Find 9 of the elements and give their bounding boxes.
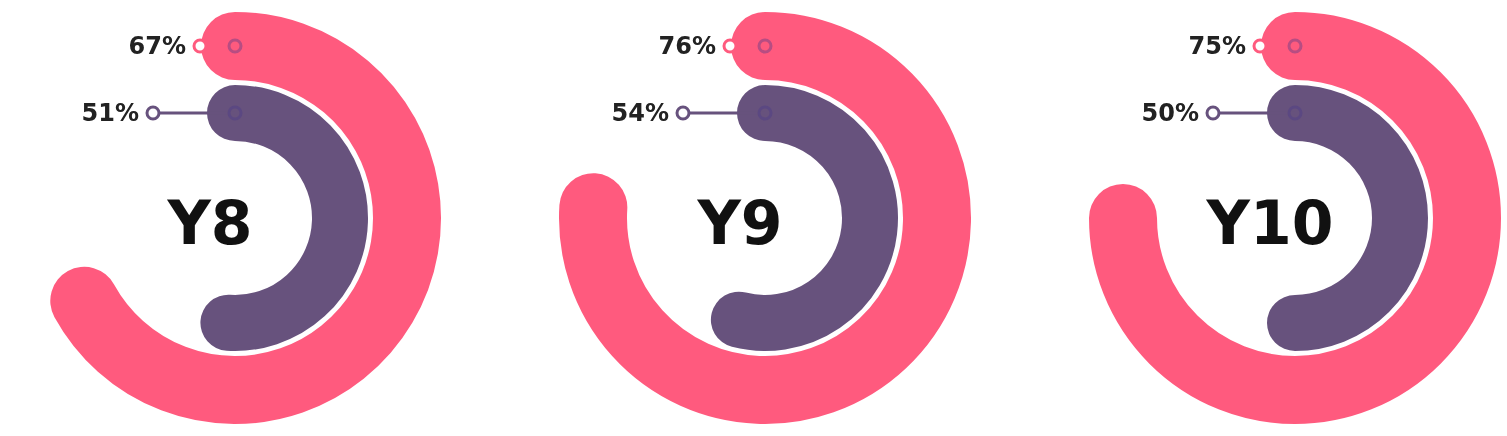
data-label: 67% bbox=[128, 32, 186, 60]
text: Y9 bbox=[696, 188, 783, 258]
data-label: 75% bbox=[1188, 32, 1246, 60]
data-label: 50% bbox=[1141, 99, 1199, 127]
data-label: 51% bbox=[81, 99, 139, 127]
text: Y10 bbox=[1205, 188, 1334, 258]
text: Y8 bbox=[166, 188, 253, 258]
data-label: 76% bbox=[658, 32, 716, 60]
data-label: 54% bbox=[611, 99, 669, 127]
